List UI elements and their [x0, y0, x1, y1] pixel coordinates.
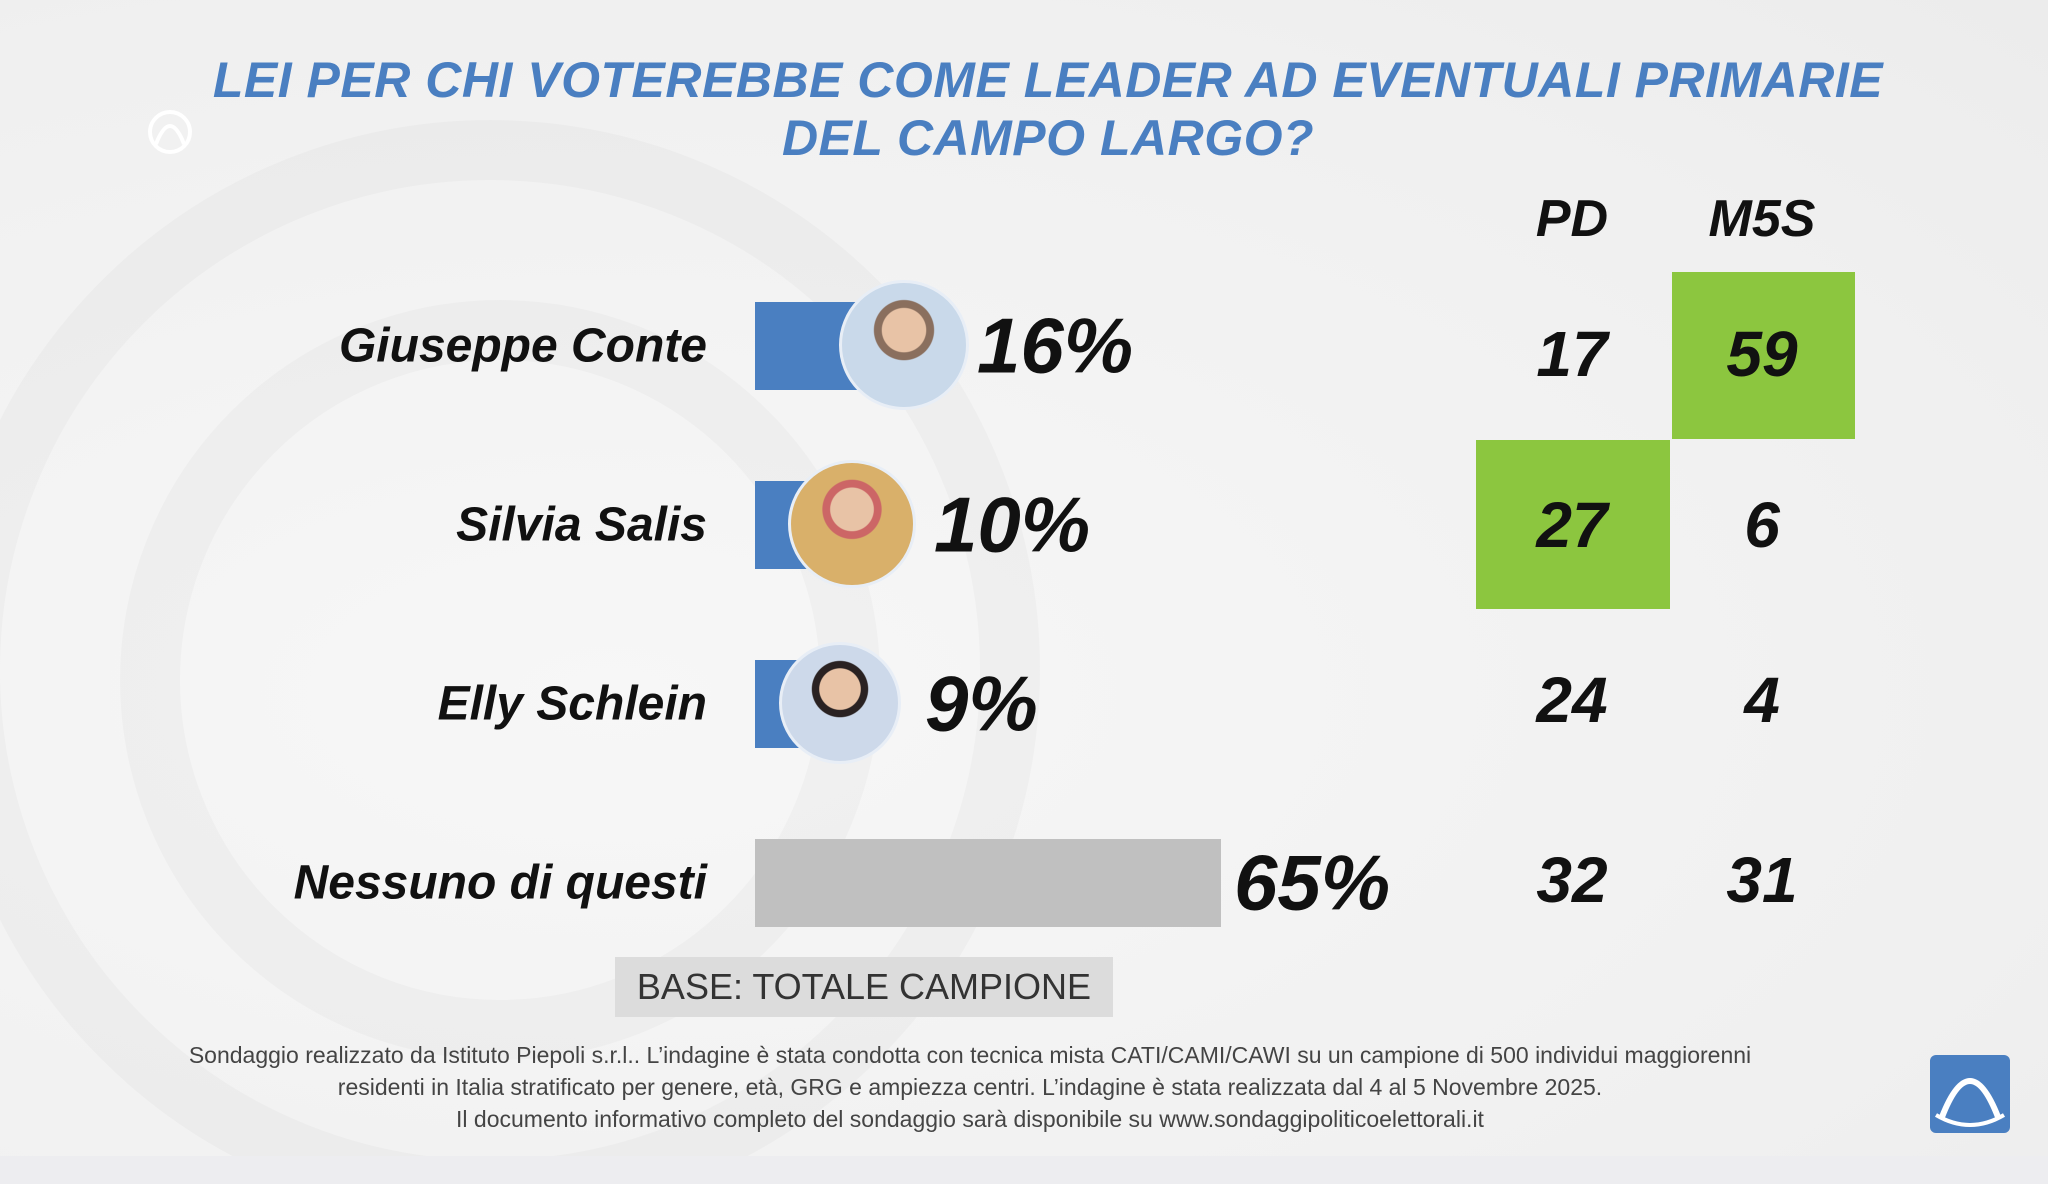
candidate-name: Nessuno di questi	[293, 856, 707, 910]
highlight-cell-m5s-conte	[1672, 272, 1855, 439]
highlight-cell-pd-salis	[1476, 440, 1670, 609]
chart-title-line1: LEI PER CHI VOTEREBBE COME LEADER AD EVE…	[212, 52, 1884, 108]
pd-value: 24	[1536, 664, 1608, 736]
candidate-name: Silvia Salis	[456, 498, 707, 552]
poll-slide: LEI PER CHI VOTEREBBE COME LEADER AD EVE…	[0, 0, 2048, 1156]
m5s-value: 6	[1744, 489, 1780, 561]
bar-value-label: 16%	[977, 301, 1134, 390]
candidate-name: Elly Schlein	[437, 677, 707, 731]
column-header-pd: PD	[1535, 190, 1609, 248]
piepoli-logo-icon	[1930, 1055, 2010, 1133]
candidate-photo	[788, 460, 916, 588]
bar-value-label: 65%	[1234, 838, 1391, 927]
pd-value: 32	[1536, 844, 1608, 916]
logo-icon	[148, 110, 192, 154]
footer-line: residenti in Italia stratificato per gen…	[337, 1074, 1603, 1100]
column-header-m5s: M5S	[1708, 190, 1816, 248]
m5s-value: 4	[1744, 664, 1780, 736]
bar	[755, 839, 1222, 927]
candidate-photo	[779, 642, 901, 764]
candidate-name: Giuseppe Conte	[338, 319, 707, 373]
base-label: BASE: TOTALE CAMPIONE	[615, 957, 1113, 1017]
footer-line: Sondaggio realizzato da Istituto Piepoli…	[188, 1042, 1752, 1068]
bar-value-label: 10%	[934, 480, 1091, 569]
candidate-photo	[839, 280, 969, 410]
m5s-value: 59	[1726, 318, 1798, 390]
pd-value: 17	[1536, 318, 1608, 390]
pd-value: 27	[1536, 489, 1608, 561]
bar-value-label: 9%	[925, 659, 1038, 748]
chart-title-line2: DEL CAMPO LARGO?	[781, 110, 1315, 166]
m5s-value: 31	[1726, 844, 1798, 916]
footer-line: Il documento informativo completo del so…	[456, 1106, 1484, 1132]
